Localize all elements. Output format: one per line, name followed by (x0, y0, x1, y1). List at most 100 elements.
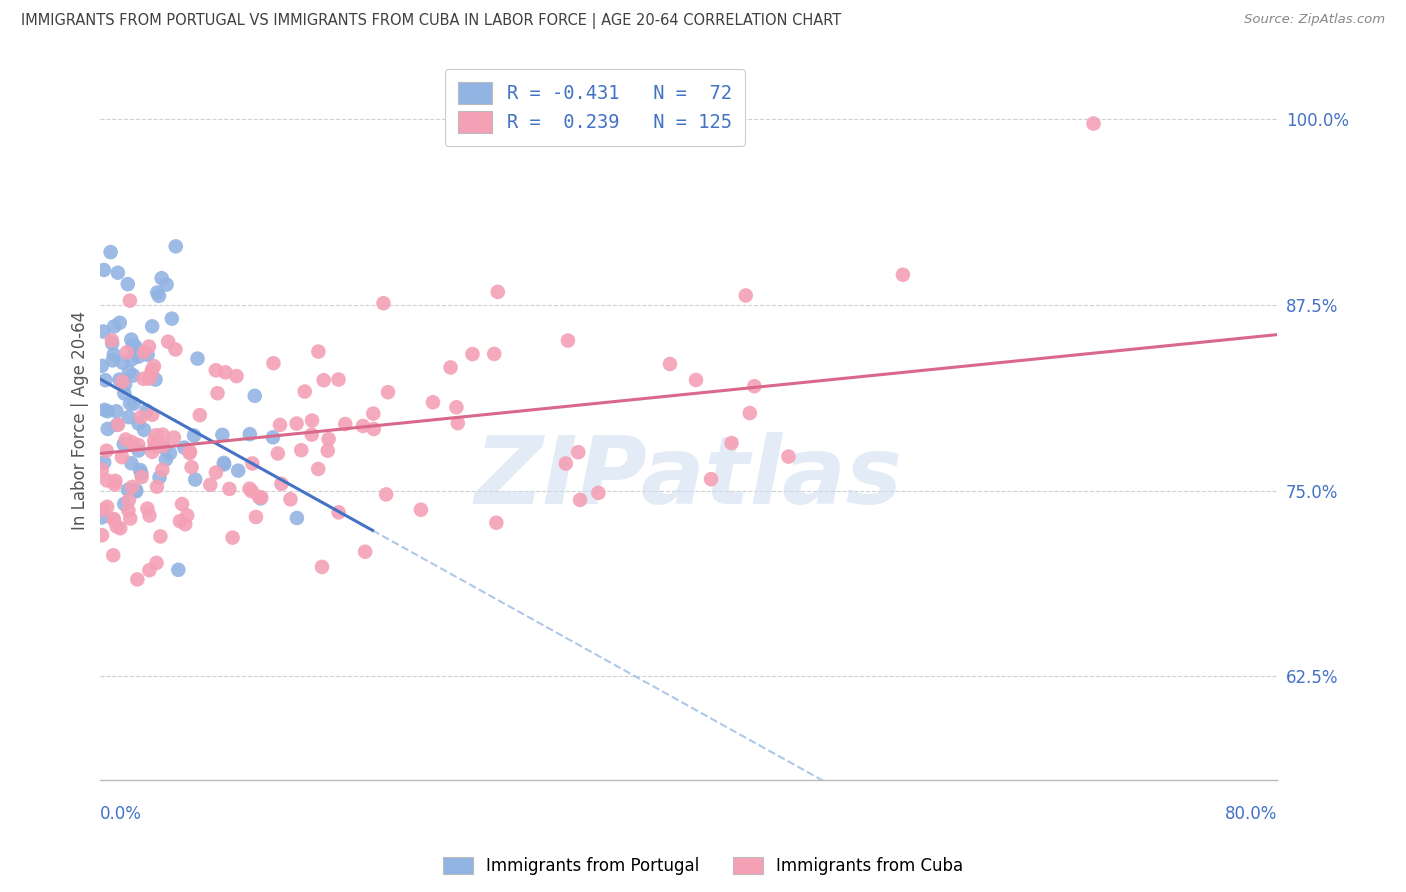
Point (91, 528, 114, 542)
Point (143, 434, 166, 448)
Point (101, 353, 124, 368)
Point (245, 510, 267, 524)
Point (307, 344, 329, 359)
Point (104, 477, 127, 491)
Point (778, 450, 800, 464)
Point (122, 368, 145, 383)
Point (108, 373, 131, 387)
Point (447, 416, 470, 430)
Point (318, 432, 340, 446)
Point (243, 389, 266, 403)
Point (103, 549, 125, 563)
Point (240, 457, 263, 471)
Point (738, 406, 761, 420)
Point (186, 351, 208, 366)
Point (111, 450, 134, 464)
Text: IMMIGRANTS FROM PORTUGAL VS IMMIGRANTS FROM CUBA IN LABOR FORCE | AGE 20-64 CORR: IMMIGRANTS FROM PORTUGAL VS IMMIGRANTS F… (21, 13, 841, 29)
Point (108, 316, 131, 330)
Point (105, 519, 128, 533)
Point (200, 477, 222, 491)
Point (267, 446, 290, 460)
Point (117, 410, 139, 425)
Text: 0.0%: 0.0% (100, 805, 142, 823)
Point (101, 336, 124, 351)
Point (373, 296, 395, 310)
Point (148, 470, 170, 484)
Point (159, 446, 181, 460)
Point (312, 373, 335, 387)
Point (132, 345, 155, 359)
Point (734, 288, 756, 302)
Point (439, 360, 461, 375)
Point (409, 502, 432, 516)
Point (218, 482, 240, 496)
Point (138, 372, 160, 386)
Point (744, 379, 766, 393)
Point (120, 511, 142, 525)
Point (136, 348, 159, 362)
Point (90, 510, 112, 524)
Point (114, 377, 136, 392)
Point (120, 396, 142, 410)
Point (155, 277, 177, 292)
Point (91, 503, 114, 517)
Point (124, 339, 146, 353)
Point (118, 493, 141, 508)
Point (1083, 116, 1105, 130)
Point (290, 443, 312, 458)
Point (249, 491, 271, 506)
Point (180, 460, 202, 475)
Point (269, 417, 291, 432)
Point (270, 476, 292, 491)
Point (93, 263, 115, 277)
Point (121, 480, 143, 494)
Point (250, 491, 273, 505)
Point (363, 422, 385, 436)
Point (103, 347, 125, 361)
Point (131, 470, 153, 484)
Point (114, 433, 136, 447)
Point (135, 403, 157, 417)
Y-axis label: In Labor Force | Age 20-64: In Labor Force | Age 20-64 (72, 310, 89, 530)
Point (132, 372, 155, 386)
Point (307, 462, 329, 476)
Point (316, 443, 339, 458)
Point (163, 430, 186, 444)
Point (138, 563, 160, 577)
Point (134, 423, 156, 437)
Point (700, 472, 723, 486)
Point (96, 443, 118, 458)
Point (96, 474, 118, 488)
Point (103, 512, 125, 526)
Point (141, 367, 163, 381)
Point (173, 441, 195, 455)
Point (354, 545, 377, 559)
Point (118, 365, 141, 379)
Point (111, 356, 134, 370)
Point (150, 271, 173, 285)
Point (96, 500, 118, 514)
Point (111, 375, 134, 389)
Point (138, 339, 160, 353)
Point (176, 508, 198, 523)
Point (184, 473, 207, 487)
Point (188, 408, 211, 422)
Point (143, 359, 166, 374)
Point (128, 417, 150, 431)
Point (145, 428, 167, 442)
Legend: Immigrants from Portugal, Immigrants from Cuba: Immigrants from Portugal, Immigrants fro… (434, 849, 972, 884)
Point (361, 407, 384, 421)
Point (240, 484, 263, 499)
Point (145, 556, 167, 570)
Point (101, 334, 124, 348)
Point (107, 417, 129, 432)
Point (239, 427, 262, 442)
Point (328, 505, 350, 519)
Point (103, 319, 125, 334)
Point (125, 483, 148, 498)
Point (167, 563, 190, 577)
Point (301, 427, 323, 442)
Point (205, 466, 228, 480)
Point (90, 359, 112, 373)
Point (91, 325, 114, 339)
